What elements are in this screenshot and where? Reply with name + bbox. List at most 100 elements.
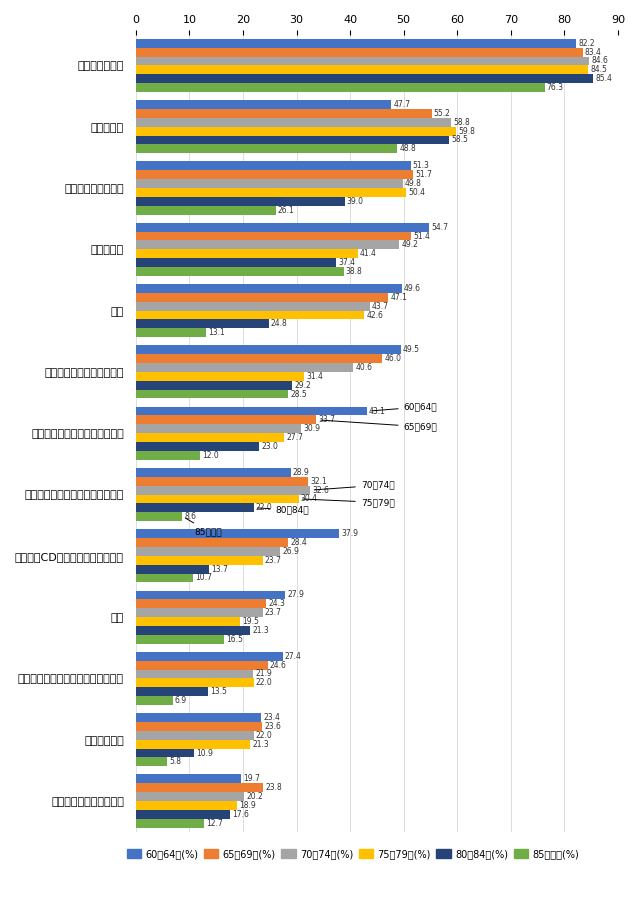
Bar <box>136 109 431 118</box>
Text: 27.9: 27.9 <box>287 590 304 599</box>
Bar <box>136 249 358 258</box>
Bar <box>136 222 429 231</box>
Text: 27.4: 27.4 <box>285 652 301 661</box>
Text: 13.7: 13.7 <box>211 564 228 573</box>
Bar <box>136 363 353 372</box>
Text: 65～69歳: 65～69歳 <box>321 420 437 431</box>
Text: 54.7: 54.7 <box>431 222 448 231</box>
Bar <box>136 617 240 626</box>
Text: 21.3: 21.3 <box>252 740 269 749</box>
Text: 21.9: 21.9 <box>255 670 272 679</box>
Text: 28.4: 28.4 <box>290 538 307 547</box>
Bar <box>136 731 253 740</box>
Text: 30.4: 30.4 <box>301 494 318 503</box>
Text: 10.9: 10.9 <box>196 749 213 758</box>
Text: 24.8: 24.8 <box>271 320 287 328</box>
Bar <box>136 206 276 214</box>
Bar <box>136 758 167 766</box>
Bar <box>136 442 259 451</box>
Bar <box>136 688 208 696</box>
Bar <box>136 494 299 503</box>
Text: 47.7: 47.7 <box>394 100 410 109</box>
Text: 23.7: 23.7 <box>265 555 282 564</box>
Text: 10.7: 10.7 <box>195 573 212 582</box>
Bar <box>136 512 182 521</box>
Text: 75～79歳: 75～79歳 <box>303 498 394 507</box>
Text: 80～84歳: 80～84歳 <box>257 505 308 514</box>
Bar <box>136 407 367 416</box>
Bar <box>136 590 285 599</box>
Bar <box>136 783 263 792</box>
Text: 26.9: 26.9 <box>282 547 299 556</box>
Bar <box>136 170 413 179</box>
Bar <box>136 608 263 617</box>
Bar <box>136 477 308 486</box>
Bar <box>136 749 194 758</box>
Bar <box>136 381 292 390</box>
Bar <box>136 556 263 564</box>
Text: 13.1: 13.1 <box>208 328 225 338</box>
Text: 58.5: 58.5 <box>451 136 468 145</box>
Text: 17.6: 17.6 <box>232 810 249 819</box>
Text: 32.1: 32.1 <box>310 477 326 486</box>
Bar <box>136 740 250 749</box>
Text: 58.8: 58.8 <box>453 118 470 127</box>
Bar <box>136 231 411 240</box>
Text: 12.0: 12.0 <box>202 451 219 460</box>
Bar <box>136 66 588 74</box>
Text: 70～74歳: 70～74歳 <box>314 481 394 490</box>
Text: 51.4: 51.4 <box>413 231 430 240</box>
Bar <box>136 74 593 83</box>
Text: 49.6: 49.6 <box>404 284 420 293</box>
Text: 40.6: 40.6 <box>355 363 372 372</box>
Text: 41.4: 41.4 <box>360 249 376 258</box>
Text: 22.0: 22.0 <box>256 679 273 688</box>
Bar <box>136 722 262 731</box>
Text: 59.8: 59.8 <box>458 127 475 136</box>
Bar <box>136 100 391 109</box>
Bar <box>136 696 173 705</box>
Text: 23.6: 23.6 <box>264 722 281 731</box>
Text: 83.4: 83.4 <box>585 48 602 57</box>
Text: 12.7: 12.7 <box>206 819 223 828</box>
Bar <box>136 302 370 310</box>
Bar <box>136 670 253 679</box>
Bar <box>136 346 401 355</box>
Bar <box>136 564 209 573</box>
Bar <box>136 179 403 188</box>
Text: 13.5: 13.5 <box>211 688 227 697</box>
Text: 85歳以上: 85歳以上 <box>186 518 222 536</box>
Bar <box>136 626 250 634</box>
Bar <box>136 320 269 328</box>
Bar <box>136 144 397 153</box>
Bar <box>136 634 224 644</box>
Bar <box>136 503 253 512</box>
Bar <box>136 652 283 661</box>
Text: 39.0: 39.0 <box>347 197 364 206</box>
Bar <box>136 267 344 276</box>
Text: 43.7: 43.7 <box>372 302 389 310</box>
Text: 51.7: 51.7 <box>415 170 432 179</box>
Text: 47.1: 47.1 <box>390 292 407 302</box>
Bar <box>136 599 266 608</box>
Bar <box>136 372 304 381</box>
Text: 38.8: 38.8 <box>346 267 362 276</box>
Text: 84.5: 84.5 <box>591 66 607 75</box>
Legend: 60～64歳(%), 65～69歳(%), 70～74歳(%), 75～79歳(%), 80～84歳(%), 85歳以上(%): 60～64歳(%), 65～69歳(%), 70～74歳(%), 75～79歳(… <box>123 845 583 863</box>
Text: 18.9: 18.9 <box>239 801 256 810</box>
Bar <box>136 819 204 828</box>
Text: 31.4: 31.4 <box>306 372 323 381</box>
Bar <box>136 48 582 57</box>
Text: 27.7: 27.7 <box>286 433 303 442</box>
Bar <box>136 538 288 547</box>
Bar <box>136 83 545 92</box>
Bar <box>136 39 576 48</box>
Text: 8.6: 8.6 <box>184 512 196 521</box>
Bar <box>136 240 399 249</box>
Bar <box>136 197 345 206</box>
Text: 16.5: 16.5 <box>227 634 243 644</box>
Text: 76.3: 76.3 <box>547 83 564 92</box>
Text: 30.9: 30.9 <box>303 424 321 433</box>
Text: 24.6: 24.6 <box>269 661 287 670</box>
Text: 23.7: 23.7 <box>265 608 282 617</box>
